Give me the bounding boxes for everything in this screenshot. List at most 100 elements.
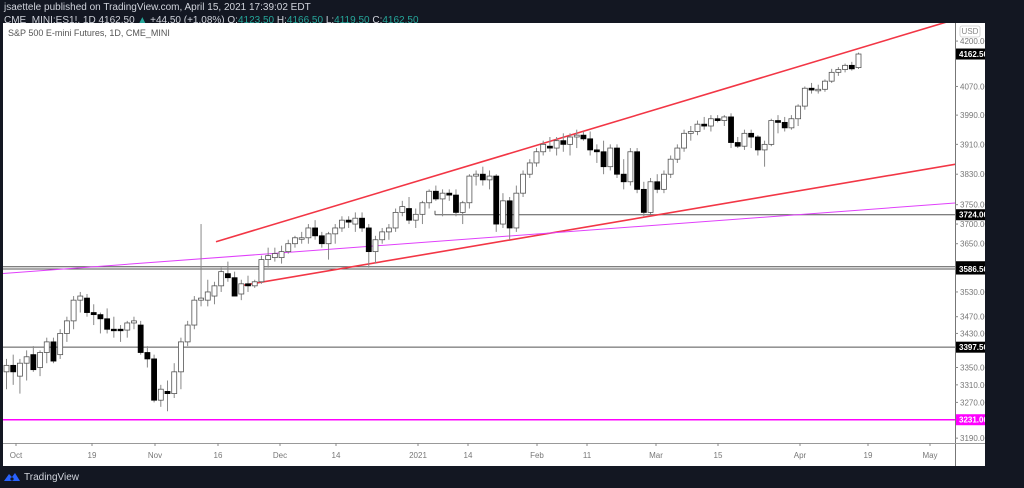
candle [204,291,211,301]
candle [473,173,480,177]
candle [506,200,513,229]
pink-trend-line[interactable] [3,201,985,274]
candle [385,227,392,233]
candle [667,158,674,175]
close-value: 4162.50 [382,15,419,26]
svg-text:3231.00: 3231.00 [959,416,985,425]
open-value: 4123.50 [237,15,275,26]
candle [258,259,265,283]
candle [305,227,312,239]
candle [533,151,540,164]
candle [547,145,553,149]
y-tick-label: 3650.00 [960,240,985,249]
brand-name: TradingView [24,471,80,483]
candle [372,239,379,253]
candle [117,328,124,332]
candle [345,219,352,223]
candle [137,324,144,353]
candle [587,138,594,151]
candle [17,362,23,377]
x-tick-label: 14 [464,451,473,460]
candle [842,64,848,70]
footer: TradingView [4,466,79,488]
candle [218,271,225,287]
candle [828,71,835,82]
x-tick-label: Oct [10,451,23,460]
candle [278,251,285,259]
candle [694,123,701,132]
candle [567,136,573,145]
candle [251,281,258,287]
candle [781,121,788,129]
candle [687,131,694,134]
candle [801,87,808,107]
plot-area[interactable] [3,23,985,421]
candle [560,140,567,145]
candle [84,297,90,313]
candle [151,358,157,401]
candle [178,341,184,373]
candle [191,299,198,326]
x-tick-label: Mar [649,451,663,460]
candle [406,208,412,221]
y-tick-label: 3750.00 [960,201,985,210]
x-tick-label: Nov [148,451,162,460]
upper-channel-line[interactable] [215,23,985,243]
candle [171,371,178,394]
candle [50,341,57,362]
svg-text:3397.50: 3397.50 [959,343,985,352]
candle [3,364,10,373]
candle [104,318,111,330]
candle [493,175,500,225]
x-tick-label: Feb [530,451,544,460]
candle [607,147,614,168]
high-value: 4166.50 [286,15,324,26]
currency-label: USD [962,27,979,36]
candle [701,123,708,127]
candle [63,320,70,334]
candle [848,64,855,70]
candle [808,87,815,91]
price-label [956,414,985,426]
close-label: C: [372,15,383,26]
candle [432,190,439,200]
candle [661,173,667,190]
candle [37,352,43,368]
candle [70,299,77,322]
candle [298,237,305,240]
candle [741,132,748,147]
lower-channel-line[interactable] [239,159,985,287]
symbol: CME_MINI:ES1!, 1D [4,15,96,26]
candle [795,105,802,120]
candle [647,181,654,213]
x-tick-label: 2021 [409,451,427,460]
candle [238,283,245,295]
x-tick-label: 19 [864,451,873,460]
candle [654,181,661,190]
candle [855,53,862,69]
candle [768,120,775,145]
candle [748,132,755,138]
x-tick-label: 16 [214,451,223,460]
candle [728,116,734,143]
candle [124,322,131,331]
candle [379,231,386,241]
x-tick-label: Dec [273,451,287,460]
candle [144,352,151,360]
candle [157,388,164,401]
publish-line: jsaettele published on TradingView.com, … [4,2,311,13]
change: +44.50 (+1.08%) [150,15,225,26]
y-tick-label: 3190.00 [960,434,985,443]
candle [365,227,372,253]
candle [788,118,795,129]
candle [600,151,607,168]
candle [184,324,191,343]
y-tick-label: 3470.00 [960,313,985,322]
candle [57,333,64,356]
candle [412,213,419,221]
candle [486,175,493,181]
candle [392,211,399,229]
candle [224,273,231,279]
